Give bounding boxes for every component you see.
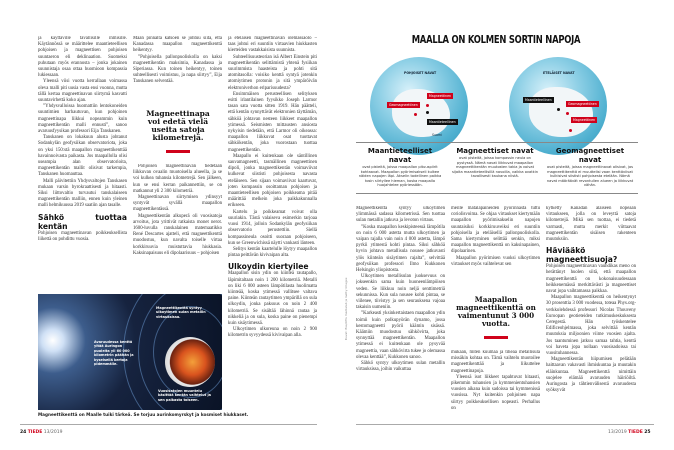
paragraph: kytketty Kanadan alaiseen nopeaan virtau… [546, 206, 636, 243]
paragraph: Sähkö syntyy ulkoytimen sulan metallin v… [356, 361, 445, 373]
paragraph: Pohjoisen magneettinavan vauhdikas meno … [546, 264, 636, 295]
issue-number: 13/2019 [43, 430, 63, 435]
pull-quote: Magneettinapa voi edetä vielä useita sat… [140, 110, 216, 153]
subheading: Sähkö tuottaa kentän [38, 212, 127, 231]
paragraph: Ensimmäisen perusteellisen selityksen es… [228, 91, 317, 153]
paragraph: Malli päivitettiin Yhdysvaltojen Tanskas… [38, 178, 127, 209]
paragraph: Maapallon pyörimisen vuoksi ulkoytimen v… [451, 255, 540, 267]
paragraph: Ulkoytimen ulkoreuna on noin 2 900 kilom… [228, 327, 317, 339]
photo-caption: Magneettikenttä on Maalle tuiki tärkeä. … [38, 412, 249, 417]
accent-bar [166, 150, 190, 153]
paragraph: Ulkoytimen metallisulan juoksevuus on jo… [356, 274, 445, 311]
globe-label: ETELÄISET NAVAT [543, 71, 575, 75]
place-label: Suomi [432, 133, 442, 137]
paragraph: Magneettikentän hiipumisen pelätään hait… [546, 357, 636, 394]
magazine-name: TIEDE [27, 430, 43, 435]
paragraph: Maapallon magneettikenttä on heikentynyt… [546, 295, 636, 357]
photo-label: Vuosisatojen muuntelu käsittää kentän va… [158, 389, 211, 402]
geomagnetic-pole-tag: Geomagneettinen [566, 101, 599, 107]
geographic-pole-tag: Maantieteellinen [523, 97, 554, 103]
right-column-1: Magneettikenttä syntyy ulkoytimen ylimmä… [356, 206, 445, 422]
paragraph: Tanskanen on lokakuun alusta johtanut So… [38, 135, 127, 178]
paragraph: Maapallo ei kuitenkaan ole säntillinen s… [228, 153, 317, 209]
photo-credit: Kuvat: Esa/ATG medialab ja Getty Images [344, 277, 348, 340]
magnetic-pole-dot [569, 129, 572, 132]
paragraph: Magneettinavan siirtymisen ydinsyyt synt… [133, 195, 222, 213]
paragraph: Kartelu ja poikkeamat voivat olla suuria… [228, 209, 317, 246]
paragraph: Yleensä viisi vuotta kerrallaan voimassa… [38, 79, 127, 104]
geographic-pole-tag: Maantieteellinen [427, 119, 458, 125]
right-column-3: kytketty Kanadan alaiseen nopeaan virtau… [546, 206, 636, 422]
earth-core-cutaway [165, 337, 215, 387]
antarctica [529, 87, 593, 137]
magnetic-pole-tag: Magneettinen [571, 117, 598, 123]
paragraph: Magneettikenttä syntyy ulkoytimen ylimmä… [356, 206, 445, 224]
paragraph: Yleensä isot liikkeet tapahtuvat hitaast… [451, 374, 540, 411]
paragraph: Maapallon sisin ydin on kiinteä rautapal… [228, 271, 317, 326]
photo-label: Avaruudessa kenttä yltää Auringon puolel… [94, 340, 134, 367]
left-column-2-top: Maan pinnalta katsoen se johtuu siitä, e… [133, 36, 222, 102]
geographic-poles-explainer: Maantieteelliset navat ovat pisteitä, jo… [356, 147, 444, 188]
north-globe: POHJOISET NAVAT Magneettinen Geomagneett… [370, 57, 468, 155]
paragraph: Selitys kentän kaartelulle löytyy maapal… [228, 246, 317, 259]
explainer-title: Geomagneettiset navat [555, 147, 625, 164]
geographic-pole-dot [426, 111, 429, 114]
paragraph: ”Yhdysvalloissa huomattiin lentokoneiden… [38, 104, 127, 135]
issue-number: 13/2019 [608, 430, 627, 435]
paragraph: mukaan, miten kuumaa ja tiheää metallisu… [451, 350, 540, 374]
magnetic-poles-explainer: Magneettiset navat ovat pisteitä, joissa… [451, 147, 539, 179]
subheading: Häviääkö magneettisuoja? [546, 246, 618, 265]
right-column-2-top: meille matalapaineiden pyörinnästä tuttu… [451, 206, 540, 290]
footer-rule [20, 424, 317, 425]
infographic-rule-bottom [356, 193, 638, 194]
geographic-pole-dot [557, 108, 560, 111]
infographic-rule-top [356, 142, 638, 143]
left-column-2-bottom: Pohjoisen magneettinavan tiedetään liikk… [133, 164, 222, 292]
paragraph: Pohjoisen magneettinavan tiedetään liikk… [133, 164, 222, 194]
geomagnetic-pole-tag: Geomagneettinen [387, 102, 420, 108]
explainer-title: Maantieteelliset navat [367, 147, 433, 164]
paragraph: ”Koska maapallon keskipisteessä lämpötil… [356, 224, 445, 274]
left-column-1: ja käyttäville tavallisille ihmisille. K… [38, 36, 127, 293]
field-line [153, 306, 222, 398]
page-number: 24 [20, 430, 27, 435]
footer-rule [356, 424, 654, 425]
magnetic-pole-dot [426, 104, 429, 107]
paragraph: Magneettikentän alkuperä oli vuosisatoja… [133, 213, 222, 256]
explainer-text: ovat pisteitä, joissa magneettinavat oli… [546, 165, 634, 188]
photo-label: Magneettikenttä syntyy ulkoytimen sulan … [156, 306, 206, 319]
globe-label: POHJOISET NAVAT [404, 71, 437, 75]
left-footer: 24 TIEDE 13/2019 [20, 430, 62, 435]
paragraph: Maan pinnalta katsoen se johtuu siitä, e… [133, 36, 222, 54]
paragraph: ”Karkeasti yksinkertaistaen maapallon yd… [356, 311, 445, 360]
right-column-2-bottom: mukaan, miten kuumaa ja tiheää metallisu… [451, 350, 540, 422]
explainer-text: ovat pisteitä, joissa maapallon pituuspi… [358, 165, 442, 188]
magazine-name: TIEDE [628, 430, 643, 435]
magnetic-pole-tag: Magneettinen [427, 93, 454, 99]
pull-quote-text: Magneettinapa voi edetä vielä useita sat… [146, 109, 210, 142]
geomagnetic-pole-dot [414, 113, 417, 116]
geomagnetic-poles-explainer: Geomagneettiset navat ovat pisteitä, joi… [546, 147, 634, 188]
accent-bar [484, 336, 508, 339]
paragraph: ja eteläisen magneettinavan olemassaolo … [228, 36, 317, 54]
geomagnetic-pole-dot [566, 112, 569, 115]
page-number: 25 [644, 430, 651, 435]
paragraph: Suhteellisuusteorian isä Albert Einstein… [228, 54, 317, 91]
paragraph: ja käyttäville tavallisille ihmisille. K… [38, 36, 127, 79]
magnetosphere-illustration: Magneettikenttä syntyy ulkoytimen sulan … [38, 294, 222, 410]
infographic-title: MAALLA ON KOLMEN SORTIN NAPOJA [411, 34, 581, 46]
south-globe: ETELÄISET NAVAT Maantieteellinen Geomagn… [509, 57, 607, 155]
paragraph: ”Pohjoisella pallonpuoliskolla on kaksi … [133, 54, 222, 85]
paragraph: Pohjoisen magneettinavan poikkeuksellist… [38, 230, 127, 242]
explainer-title: Magneettiset navat [456, 147, 534, 155]
explainer-text: ovat pisteitä, joissa kompassin neula on… [451, 156, 539, 179]
paragraph: meille matalapaineiden pyörinnästä tuttu… [451, 206, 540, 255]
pull-quote: Maapallon magneettikenttä on vaimentunut… [456, 296, 536, 339]
subheading: Ulkoydin kiertyilee [228, 262, 309, 272]
left-column-3: ja eteläisen magneettinavan olemassaolo … [228, 36, 317, 422]
right-footer: 13/2019 TIEDE 25 [608, 430, 650, 435]
field-line [123, 294, 222, 410]
pull-quote-text: Maapallon magneettikenttä on vaimentunut… [456, 295, 536, 328]
